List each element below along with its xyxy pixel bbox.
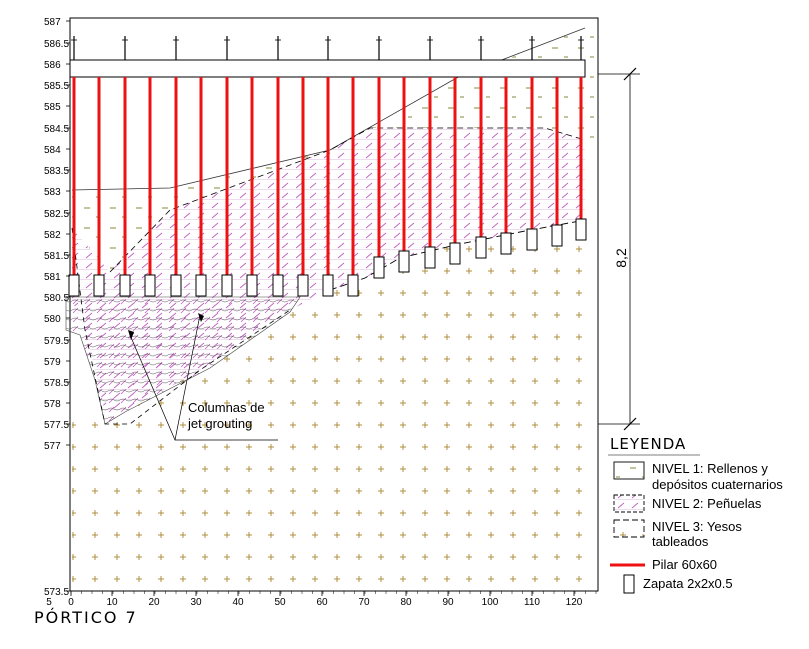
x-tick-label: 70 — [358, 597, 370, 608]
legend-item-nivel3: NIVEL 3: Yesos tableados — [613, 519, 742, 549]
y-tick-label: 579.5 — [44, 336, 69, 347]
y-tick-label: 585 — [44, 102, 61, 113]
x-tick-label: 110 — [524, 597, 540, 608]
y-tick-label: 581 — [44, 272, 61, 283]
y-tick-label: 586 — [44, 60, 61, 71]
dimension-8-2: 8,2 — [598, 67, 640, 431]
x-tick-label: 5 — [46, 597, 52, 608]
pilares — [72, 77, 583, 275]
zapata — [195, 274, 207, 297]
zapata — [424, 246, 436, 269]
x-tick-label: 90 — [442, 597, 454, 608]
legend-nivel1-line1: NIVEL 1: Rellenos y — [652, 461, 768, 476]
y-tick-label: 582.5 — [44, 209, 69, 220]
y-tick-label: 583 — [44, 187, 61, 198]
zapata — [398, 250, 410, 273]
annotation-line-1: Columnas de — [188, 400, 265, 415]
page-title: PÓRTICO 7 — [34, 608, 138, 627]
zapata — [221, 274, 233, 297]
legend-title: LEYENDA — [610, 435, 686, 453]
zapata — [373, 256, 385, 279]
legend-pilar-label: Pilar 60x60 — [652, 557, 717, 572]
legend-item-nivel2: NIVEL 2: Peñuelas — [613, 494, 762, 513]
nivel3-region — [72, 220, 597, 589]
x-tick-label: 100 — [482, 597, 499, 608]
y-tick-label: 578 — [44, 399, 61, 410]
legend-zapata-label: Zapata 2x2x0.5 — [643, 576, 733, 591]
zapata — [475, 236, 487, 259]
nivel3-swatch — [613, 519, 645, 538]
legend-nivel3-line2: tableados — [652, 534, 709, 549]
zapata — [500, 232, 512, 255]
jet-bottom-line — [71, 227, 291, 425]
zapata — [93, 274, 105, 297]
zapata — [297, 274, 309, 297]
y-tick-label: 579 — [44, 357, 61, 368]
y-tick-label: 582 — [44, 230, 61, 241]
deck-posts — [71, 36, 584, 60]
annotation-line-2: jet grouting — [187, 416, 252, 431]
legend-nivel2-line1: NIVEL 2: Peñuelas — [652, 496, 762, 511]
y-tick-label: 583.5 — [44, 166, 69, 177]
legend-nivel3-line1: NIVEL 3: Yesos — [652, 519, 742, 534]
nivel2-top-line — [109, 127, 586, 273]
y-tick-label: 577.5 — [44, 420, 69, 431]
jet-grouting-region — [65, 296, 301, 425]
jet-grouting-annotation: Columnas de jet grouting — [128, 313, 278, 441]
y-tick-label: 586.5 — [44, 39, 69, 50]
y-tick-label: 573.5 — [44, 587, 69, 598]
nivel2-swatch — [613, 494, 645, 513]
x-axis: 5 0 10 20 30 40 50 60 70 80 90 100 110 120 — [46, 591, 597, 608]
nivel1-swatch — [613, 461, 645, 480]
x-tick-label: 10 — [106, 597, 118, 608]
zapata — [170, 274, 182, 297]
legend-nivel1-line2: depósitos cuaternarios — [652, 477, 783, 492]
zapata — [575, 218, 587, 241]
legend: LEYENDA NIVEL 1: Rellenos y depósitos cu… — [608, 435, 783, 594]
zapata — [119, 274, 131, 297]
legend-item-nivel1: NIVEL 1: Rellenos y depósitos cuaternari… — [613, 461, 783, 492]
y-axis: 587 586.5 586 585.5 585 584.5 584 583.5 583 582.5… — [44, 17, 70, 598]
y-tick-label: 585.5 — [44, 81, 69, 92]
y-tick-label: 580 — [44, 314, 61, 325]
zapata — [526, 228, 538, 251]
y-tick-label: 584 — [44, 145, 61, 156]
zapata — [144, 274, 156, 297]
zapatas — [68, 218, 587, 297]
y-tick-label: 587 — [44, 17, 61, 28]
y-tick-label: 577 — [44, 441, 61, 452]
zapata — [272, 274, 284, 297]
x-tick-label: 80 — [400, 597, 412, 608]
deck-beam — [69, 59, 586, 78]
legend-item-zapata: Zapata 2x2x0.5 — [623, 574, 733, 594]
zapata — [68, 274, 80, 297]
x-tick-label: 60 — [316, 597, 328, 608]
x-tick-label: 40 — [232, 597, 244, 608]
zapata-swatch — [623, 574, 635, 594]
zapata — [551, 224, 563, 247]
nivel1-region — [72, 28, 597, 272]
dimension-label: 8,2 — [613, 248, 629, 268]
x-tick-label: 0 — [68, 597, 74, 608]
y-tick-label: 578.5 — [44, 378, 69, 389]
y-tick-label: 584.5 — [44, 124, 69, 135]
x-tick-label: 20 — [148, 597, 160, 608]
y-tick-label: 581.5 — [44, 251, 69, 262]
x-tick-label: 50 — [274, 597, 286, 608]
x-tick-label: 30 — [190, 597, 202, 608]
zapata — [449, 242, 461, 265]
zapata — [246, 274, 258, 297]
y-tick-label: 580.5 — [44, 293, 69, 304]
zapata — [347, 274, 359, 297]
zapata — [322, 274, 334, 297]
x-tick-label: 120 — [566, 597, 583, 608]
legend-item-pilar: Pilar 60x60 — [610, 557, 717, 572]
